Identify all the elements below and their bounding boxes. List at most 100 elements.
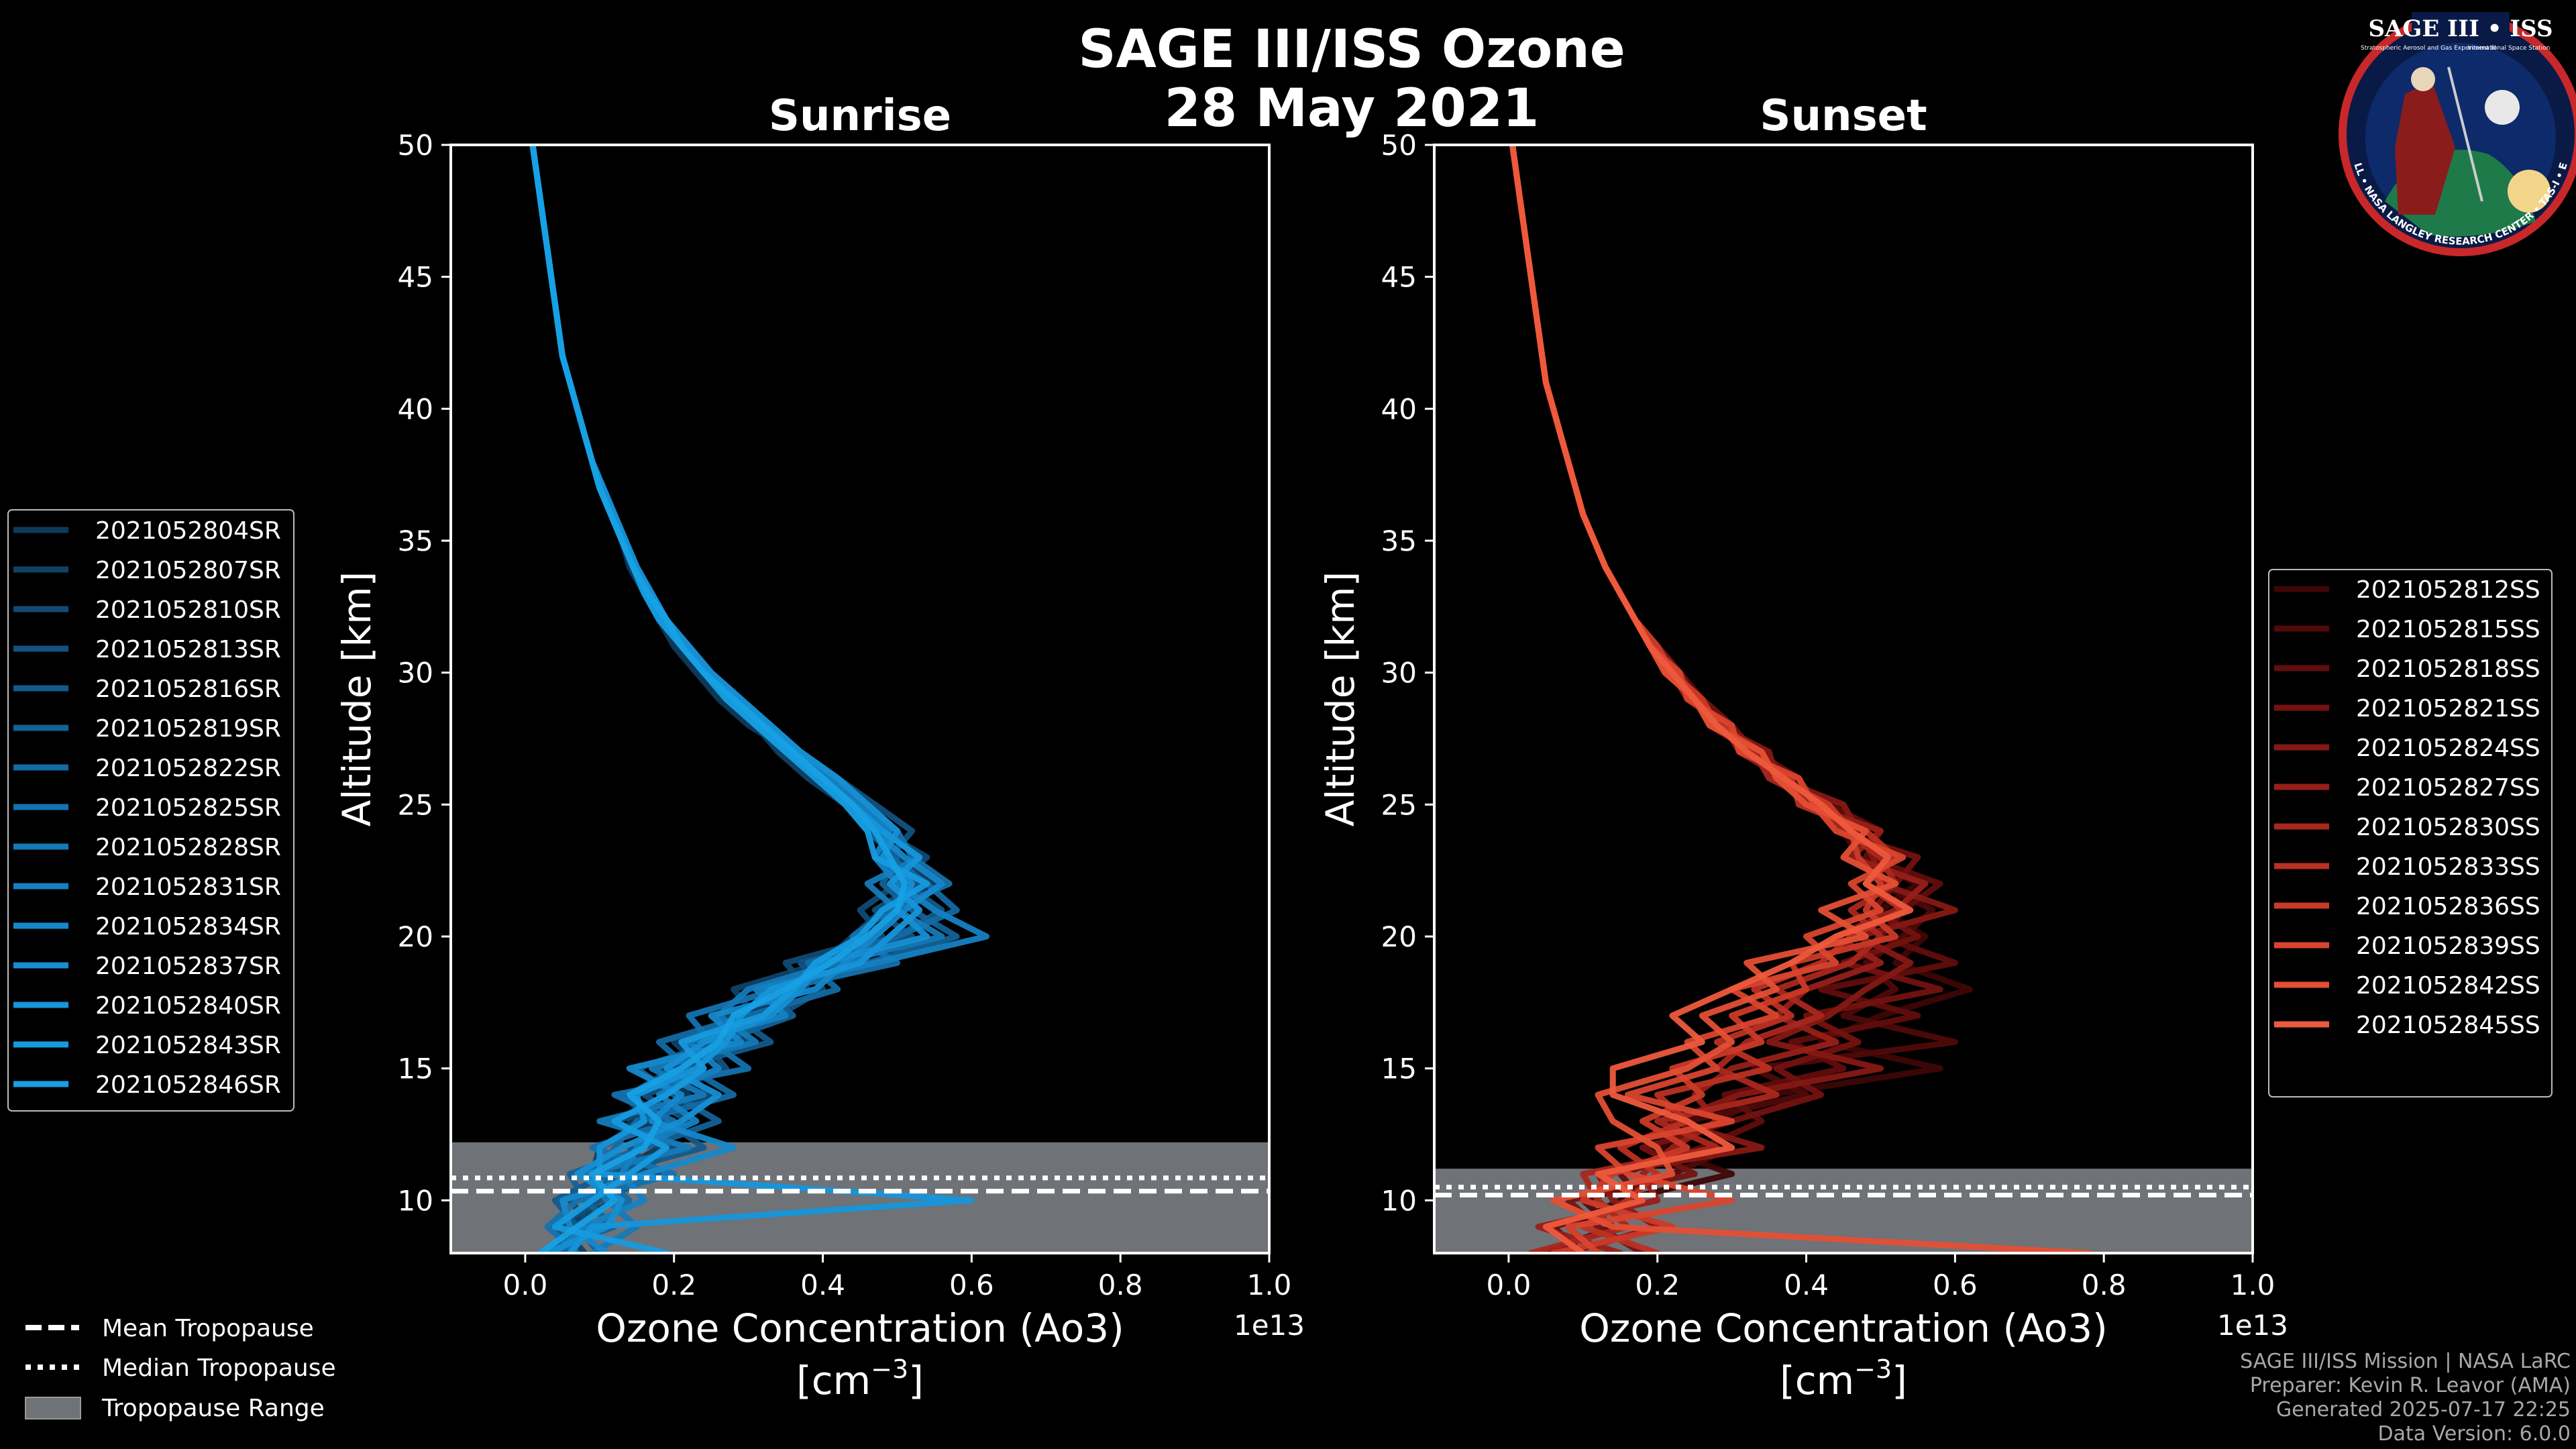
footer-preparer: Preparer: Kevin R. Leavor (AMA) <box>2250 1374 2571 1397</box>
figure-title-line1: SAGE III/ISS Ozone <box>1078 19 1625 80</box>
sunset-axes-frame <box>1433 144 2254 1254</box>
sunrise-x-offset-label: 1e13 <box>1234 1309 1305 1342</box>
tropopause-range-swatch <box>25 1397 81 1419</box>
sunrise-legend-label: 2021052807SR <box>95 557 281 584</box>
patch-moon <box>2485 90 2520 125</box>
sunset-xtick-label: 0.8 <box>2082 1269 2127 1301</box>
sunrise-ytick-label: 40 <box>398 392 433 425</box>
patch-staff <box>2447 66 2483 202</box>
sunset-legend-label: 2021052821SS <box>2356 695 2540 722</box>
sunset-legend-frame <box>2268 569 2553 1097</box>
sunrise-legend-label: 2021052813SR <box>95 636 281 663</box>
sunset-legend-label: 2021052818SS <box>2356 655 2540 683</box>
sunrise-legend-label: 2021052819SR <box>95 715 281 743</box>
median-tropopause-label: Median Tropopause <box>102 1354 336 1382</box>
sunset-ytick-label: 50 <box>1381 129 1417 162</box>
sunrise-legend-label: 2021052837SR <box>95 953 281 980</box>
sunset-panel: 0.0 0.2 0.4 0.6 0.8 1.0 10 15 20 25 30 35 40 45 50 Suns… <box>1318 91 2288 1403</box>
series-line-2021052818SS <box>1509 145 1958 1253</box>
sunrise-ytick-label: 30 <box>398 657 433 690</box>
sunrise-ytick-label: 35 <box>398 525 433 557</box>
sunrise-legend-label: 2021052804SR <box>95 517 281 545</box>
sunrise-units-close: ] <box>908 1358 924 1403</box>
sunrise-panel-title: Sunrise <box>769 91 951 141</box>
mean-tropopause-label: Mean Tropopause <box>102 1315 314 1342</box>
series-line-2021052815SS <box>1509 145 1958 1253</box>
sunset-legend-label: 2021052815SS <box>2356 616 2540 643</box>
sunrise-legend-label: 2021052810SR <box>95 596 281 624</box>
sunrise-xtick-label: 0.2 <box>651 1269 696 1301</box>
sunset-xlabel-units: [cm−3] <box>1780 1354 1907 1403</box>
sunrise-xlabel: Ozone Concentration (Ao3) <box>596 1305 1124 1351</box>
sunrise-xtick-label: 0.0 <box>503 1269 548 1301</box>
sunset-legend-label: 2021052833SS <box>2356 853 2540 881</box>
sunrise-ytick-label: 10 <box>398 1184 433 1217</box>
series-line-2021052845SS <box>1509 145 1914 1253</box>
patch-sun <box>2508 170 2551 213</box>
sunset-ytick-label: 25 <box>1381 788 1417 821</box>
sunrise-units-base: [cm <box>796 1358 871 1403</box>
sunset-units-exponent: −3 <box>1854 1354 1892 1384</box>
sunset-units-close: ] <box>1892 1358 1907 1403</box>
footer-data-version: Data Version: 6.0.0 <box>2378 1422 2571 1446</box>
sunset-panel-title: Sunset <box>1760 91 1927 141</box>
sunset-xtick-label: 0.6 <box>1933 1269 1978 1301</box>
sunrise-xtick-label: 0.8 <box>1098 1269 1143 1301</box>
sunrise-ytick-label: 50 <box>398 129 433 162</box>
sunset-series-group <box>1509 145 2092 1253</box>
sunset-ylabel: Altitude [km] <box>1318 572 1363 826</box>
patch-subtitle-right: International Space Station <box>2468 45 2551 52</box>
sunset-legend-label: 2021052824SS <box>2356 735 2540 762</box>
patch-figure-head <box>2411 67 2435 91</box>
sunset-ytick-label: 30 <box>1381 657 1417 690</box>
sunrise-xtick-label: 0.4 <box>800 1269 845 1301</box>
sunset-ytick-label: 15 <box>1381 1053 1417 1085</box>
series-line-2021052821SS <box>1509 145 1943 1253</box>
series-line-2021052840SR <box>529 145 975 1253</box>
sunset-xlabel: Ozone Concentration (Ao3) <box>1579 1305 2108 1351</box>
sunset-xtick-label: 0.0 <box>1487 1269 1532 1301</box>
sunrise-xtick-label: 1.0 <box>1247 1269 1292 1301</box>
sunrise-panel: 0.0 0.2 0.4 0.6 0.8 1.0 10 15 20 25 30 35 40 45 50 Sunr… <box>334 91 1305 1403</box>
tropopause-legend: Mean Tropopause Median Tropopause Tropop… <box>25 1315 336 1422</box>
sunset-xtick-label: 0.2 <box>1635 1269 1680 1301</box>
series-line-2021052846SR <box>529 145 908 1253</box>
sunset-x-offset-label: 1e13 <box>2217 1309 2288 1342</box>
sunrise-legend-label: 2021052825SR <box>95 794 281 822</box>
sunrise-legend-label: 2021052840SR <box>95 992 281 1020</box>
sunrise-ytick-label: 25 <box>398 788 433 821</box>
patch-figure <box>2395 80 2455 215</box>
figure-title-line2: 28 May 2021 <box>1165 78 1540 139</box>
sunset-ytick-label: 20 <box>1381 920 1417 953</box>
sunrise-xtick-label: 0.6 <box>949 1269 994 1301</box>
sunrise-ytick-label: 20 <box>398 920 433 953</box>
sunset-legend-label: 2021052842SS <box>2356 972 2540 1000</box>
sunrise-legend-frame <box>7 509 294 1112</box>
sunrise-units-exponent: −3 <box>871 1354 908 1384</box>
patch-banner <box>2412 12 2510 39</box>
sunset-ytick-label: 40 <box>1381 392 1417 425</box>
footer-credits: SAGE III/ISS Mission | NASA LaRC Prepare… <box>2240 1350 2571 1446</box>
series-line-2021052827SS <box>1509 145 1929 1253</box>
sunrise-legend-label: 2021052846SR <box>95 1071 281 1099</box>
sunset-legend: 2021052812SS 2021052815SS 2021052818SS 2021… <box>2268 569 2553 1097</box>
sunset-ytick-label: 45 <box>1381 261 1417 294</box>
sunrise-legend-label: 2021052828SR <box>95 834 281 861</box>
sunrise-xlabel-units: [cm−3] <box>796 1354 924 1403</box>
patch-top-text: SAGE III • ISS <box>2368 15 2553 42</box>
sunrise-ylabel: Altitude [km] <box>334 572 380 826</box>
series-line-2021052812SS <box>1509 145 1973 1253</box>
sunrise-ytick-label: 15 <box>398 1053 433 1085</box>
sunset-legend-label: 2021052827SS <box>2356 774 2540 802</box>
sunrise-ytick-label: 45 <box>398 261 433 294</box>
sunset-ytick-label: 35 <box>1381 525 1417 557</box>
sunrise-legend-label: 2021052831SR <box>95 873 281 901</box>
patch-subtitle-left: Stratospheric Aerosol and Gas Experiment… <box>2361 45 2496 52</box>
sunrise-legend: 2021052804SR 2021052807SR 2021052810SR 2021… <box>7 509 294 1112</box>
sunset-units-base: [cm <box>1780 1358 1854 1403</box>
sunrise-legend-label: 2021052834SR <box>95 913 281 941</box>
sunset-xtick-label: 0.4 <box>1784 1269 1829 1301</box>
sunset-legend-label: 2021052839SS <box>2356 932 2540 960</box>
